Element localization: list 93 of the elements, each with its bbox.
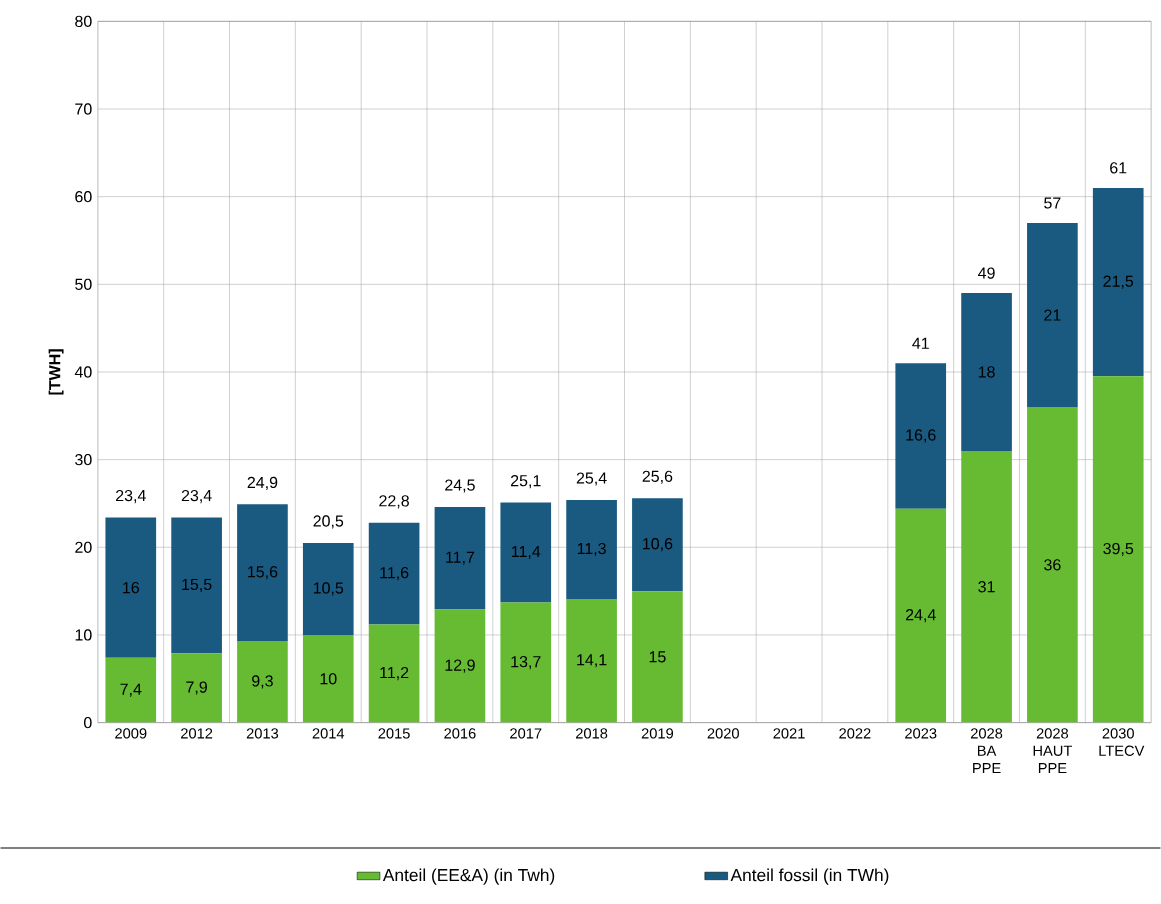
total-label: 20,5 <box>313 515 344 529</box>
bar <box>105 517 157 658</box>
total-label: 57 <box>1044 197 1061 209</box>
data-label: 13,7 <box>511 656 541 670</box>
legend-label: Anteil fossil (in TWh) <box>730 868 889 885</box>
data-label: 15,6 <box>248 566 278 580</box>
total-label: 49 <box>978 267 995 279</box>
bar <box>566 499 617 600</box>
data-label: 7,4 <box>120 683 142 697</box>
bar <box>434 609 486 723</box>
data-label: 10 <box>320 673 337 685</box>
bar <box>961 293 1012 451</box>
data-label: 18 <box>978 366 995 378</box>
x-tick-label: 2028 BA PPE <box>970 728 1003 774</box>
y-tick-label: 60 <box>75 191 92 203</box>
data-label: 31 <box>978 581 995 593</box>
bar <box>302 542 354 635</box>
data-label: 10,5 <box>313 582 344 596</box>
bar <box>1027 222 1078 408</box>
bar <box>895 363 947 509</box>
data-label: 9,3 <box>252 675 273 689</box>
data-label: 24,4 <box>905 609 936 623</box>
x-tick-label: 2022 <box>839 728 871 739</box>
y-tick-label: 80 <box>75 15 92 28</box>
x-tick-label: 2019 <box>641 728 674 739</box>
bar <box>237 641 288 723</box>
data-label: 14,1 <box>577 654 607 668</box>
total-label: 23,4 <box>116 489 146 504</box>
x-tick-label: 2009 <box>115 728 147 739</box>
data-label: 36 <box>1044 559 1061 571</box>
data-label: 11,4 <box>511 546 541 560</box>
bar <box>171 653 222 723</box>
total-label: 61 <box>1110 162 1127 174</box>
data-label: 15,5 <box>182 578 212 592</box>
bar <box>368 522 420 625</box>
data-label: 11,7 <box>446 551 475 565</box>
bar <box>632 498 683 592</box>
total-label: 22,8 <box>379 495 409 509</box>
bar <box>302 634 354 723</box>
bar <box>500 502 552 603</box>
data-label: 11,6 <box>380 567 409 581</box>
legend-label: Anteil (EE&A) (in Twh) <box>382 868 555 885</box>
bar <box>105 657 157 723</box>
data-label: 21,5 <box>1103 275 1134 289</box>
data-label: 15 <box>649 651 666 663</box>
data-label: 21 <box>1044 309 1061 321</box>
bar <box>566 599 617 723</box>
bar <box>632 591 683 723</box>
total-label: 41 <box>912 337 929 349</box>
x-tick-label: 2012 <box>181 728 213 739</box>
bar <box>171 517 222 654</box>
bar <box>434 507 486 610</box>
bar <box>895 508 947 723</box>
total-label: 24,5 <box>445 479 475 493</box>
bar <box>1092 187 1144 377</box>
y-axis-title: [TWH] <box>48 349 64 395</box>
x-tick-label: 2021 <box>773 728 805 739</box>
bar <box>500 602 552 723</box>
x-tick-label: 2018 <box>576 728 608 739</box>
y-tick-label: 0 <box>84 716 92 729</box>
data-label: 16 <box>123 581 139 594</box>
x-tick-label: 2020 <box>707 728 739 739</box>
bar <box>368 624 420 723</box>
data-label: 11,3 <box>577 542 606 557</box>
y-tick-label: 70 <box>75 103 92 115</box>
bar <box>1027 407 1078 723</box>
x-tick-label: 2013 <box>246 728 279 739</box>
total-label: 24,9 <box>247 476 278 491</box>
total-label: 23,4 <box>181 489 212 504</box>
y-tick-label: 50 <box>75 278 92 290</box>
x-tick-label: 2015 <box>378 728 410 739</box>
total-label: 25,4 <box>576 472 607 486</box>
bar <box>1092 376 1144 723</box>
x-tick-label: 2030 LTECV <box>1099 728 1145 756</box>
x-tick-label: 2014 <box>312 728 345 739</box>
y-tick-label: 10 <box>75 629 92 641</box>
data-label: 39,5 <box>1103 542 1134 557</box>
data-label: 11,2 <box>380 666 409 681</box>
y-tick-label: 30 <box>75 454 92 466</box>
x-tick-label: 2016 <box>444 728 476 739</box>
data-label: 10,6 <box>643 538 673 552</box>
total-label: 25,6 <box>642 470 673 484</box>
total-label: 25,1 <box>510 475 541 489</box>
data-label: 7,9 <box>186 681 207 695</box>
x-tick-label: 2017 <box>510 728 542 739</box>
data-label: 16,6 <box>906 429 936 443</box>
bar <box>237 504 288 642</box>
y-tick-label: 20 <box>75 541 92 553</box>
bar <box>961 450 1012 723</box>
x-tick-label: 2023 <box>905 728 937 739</box>
y-tick-label: 40 <box>74 366 92 378</box>
x-tick-label: 2028 HAUT PPE <box>1033 728 1073 774</box>
data-label: 12,9 <box>445 659 475 673</box>
